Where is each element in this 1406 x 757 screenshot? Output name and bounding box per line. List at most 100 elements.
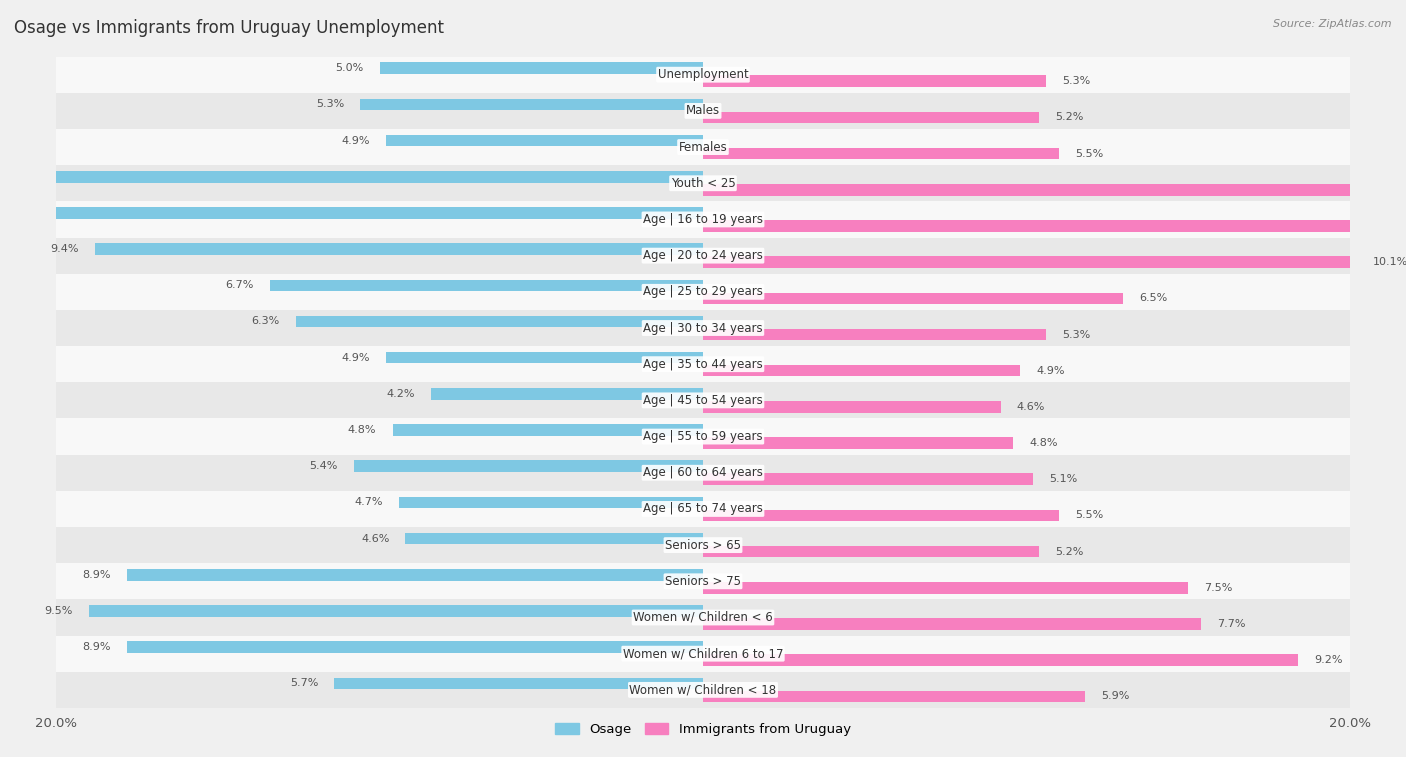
Bar [56, 129, 1350, 165]
Text: Women w/ Children < 6: Women w/ Children < 6 [633, 611, 773, 624]
Bar [703, 438, 1014, 449]
Bar [703, 618, 1201, 630]
Bar [56, 455, 1350, 491]
Bar [56, 382, 1350, 419]
Text: Women w/ Children 6 to 17: Women w/ Children 6 to 17 [623, 647, 783, 660]
Text: 5.2%: 5.2% [1056, 112, 1084, 123]
Text: 5.3%: 5.3% [1062, 329, 1090, 340]
Text: Age | 25 to 29 years: Age | 25 to 29 years [643, 285, 763, 298]
Bar [703, 257, 1357, 268]
Bar [56, 346, 1350, 382]
Text: Youth < 25: Youth < 25 [671, 177, 735, 190]
Text: 7.5%: 7.5% [1204, 583, 1233, 593]
Text: Females: Females [679, 141, 727, 154]
Bar [703, 582, 1188, 593]
Text: 5.3%: 5.3% [316, 99, 344, 109]
Bar [399, 497, 703, 508]
Bar [360, 98, 703, 111]
Text: 6.7%: 6.7% [225, 280, 253, 290]
Bar [0, 207, 703, 219]
Bar [56, 201, 1350, 238]
Text: Unemployment: Unemployment [658, 68, 748, 81]
Text: Age | 20 to 24 years: Age | 20 to 24 years [643, 249, 763, 262]
Bar [354, 460, 703, 472]
Bar [703, 401, 1001, 413]
Text: 5.1%: 5.1% [1049, 475, 1077, 484]
Bar [56, 527, 1350, 563]
Text: Source: ZipAtlas.com: Source: ZipAtlas.com [1274, 19, 1392, 29]
Text: 5.0%: 5.0% [335, 63, 363, 73]
Bar [128, 569, 703, 581]
Bar [703, 148, 1059, 160]
Text: 10.1%: 10.1% [1372, 257, 1406, 267]
Text: Males: Males [686, 104, 720, 117]
Bar [703, 76, 1046, 87]
Bar [387, 135, 703, 146]
Bar [56, 274, 1350, 310]
Bar [56, 636, 1350, 671]
Bar [387, 352, 703, 363]
Text: 4.9%: 4.9% [342, 353, 370, 363]
Text: 5.7%: 5.7% [290, 678, 318, 688]
Bar [56, 93, 1350, 129]
Bar [703, 329, 1046, 341]
Bar [703, 184, 1406, 195]
Bar [405, 533, 703, 544]
Bar [56, 57, 1350, 93]
Text: 5.5%: 5.5% [1074, 510, 1104, 521]
Bar [703, 546, 1039, 557]
Bar [56, 310, 1350, 346]
Bar [56, 491, 1350, 527]
Text: Osage vs Immigrants from Uruguay Unemployment: Osage vs Immigrants from Uruguay Unemplo… [14, 19, 444, 37]
Legend: Osage, Immigrants from Uruguay: Osage, Immigrants from Uruguay [550, 718, 856, 741]
Text: 4.6%: 4.6% [1017, 402, 1045, 412]
Text: Women w/ Children < 18: Women w/ Children < 18 [630, 684, 776, 696]
Text: 5.2%: 5.2% [1056, 547, 1084, 556]
Text: 5.9%: 5.9% [1101, 691, 1129, 702]
Text: 5.4%: 5.4% [309, 461, 337, 472]
Bar [270, 279, 703, 291]
Text: 6.5%: 6.5% [1140, 293, 1168, 304]
Text: 9.2%: 9.2% [1315, 656, 1343, 665]
Bar [703, 111, 1039, 123]
Bar [96, 243, 703, 255]
Bar [56, 671, 1350, 708]
Text: 4.6%: 4.6% [361, 534, 389, 544]
Text: 4.8%: 4.8% [347, 425, 377, 435]
Text: Age | 55 to 59 years: Age | 55 to 59 years [643, 430, 763, 443]
Text: Seniors > 65: Seniors > 65 [665, 539, 741, 552]
Text: 5.5%: 5.5% [1074, 148, 1104, 158]
Bar [56, 165, 1350, 201]
Text: Age | 45 to 54 years: Age | 45 to 54 years [643, 394, 763, 407]
Bar [703, 509, 1059, 522]
Bar [703, 220, 1406, 232]
Text: Age | 35 to 44 years: Age | 35 to 44 years [643, 358, 763, 371]
Bar [56, 238, 1350, 274]
Text: Age | 30 to 34 years: Age | 30 to 34 years [643, 322, 763, 335]
Bar [56, 563, 1350, 600]
Text: 4.9%: 4.9% [1036, 366, 1064, 375]
Text: Age | 60 to 64 years: Age | 60 to 64 years [643, 466, 763, 479]
Bar [128, 641, 703, 653]
Bar [380, 62, 703, 74]
Text: 8.9%: 8.9% [83, 642, 111, 653]
Text: 9.5%: 9.5% [44, 606, 73, 616]
Text: 4.7%: 4.7% [354, 497, 382, 507]
Bar [295, 316, 703, 327]
Text: 4.8%: 4.8% [1029, 438, 1059, 448]
Text: 9.4%: 9.4% [51, 244, 79, 254]
Bar [703, 292, 1123, 304]
Bar [703, 365, 1019, 376]
Bar [11, 171, 703, 182]
Bar [56, 600, 1350, 636]
Bar [56, 419, 1350, 455]
Text: Seniors > 75: Seniors > 75 [665, 575, 741, 587]
Text: 4.2%: 4.2% [387, 389, 415, 399]
Text: 4.9%: 4.9% [342, 136, 370, 145]
Text: 7.7%: 7.7% [1218, 619, 1246, 629]
Bar [703, 654, 1298, 666]
Text: 8.9%: 8.9% [83, 570, 111, 580]
Bar [703, 473, 1033, 485]
Text: Age | 16 to 19 years: Age | 16 to 19 years [643, 213, 763, 226]
Bar [432, 388, 703, 400]
